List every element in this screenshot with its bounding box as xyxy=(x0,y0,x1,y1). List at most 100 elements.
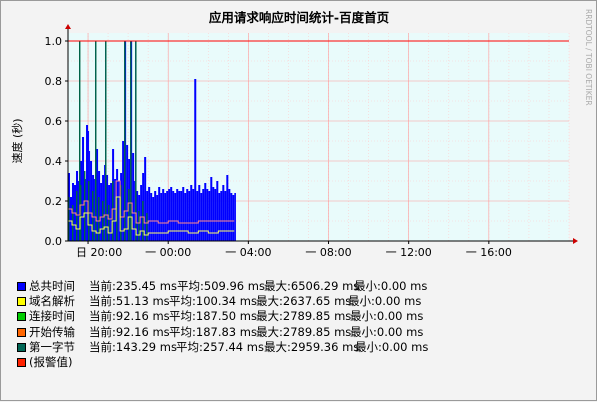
legend-min-value: 最小:0.00 ms xyxy=(350,324,424,339)
total-time-bar xyxy=(89,151,91,241)
total-time-bar xyxy=(152,197,155,241)
legend-swatch xyxy=(17,312,26,322)
total-time-bar xyxy=(166,191,169,241)
total-time-bar xyxy=(136,191,139,241)
first-byte-spike xyxy=(135,41,137,241)
total-time-bar xyxy=(190,185,193,241)
legend-average-value: 平均:509.96 ms xyxy=(177,279,265,293)
total-time-bar xyxy=(170,187,173,241)
total-time-bar xyxy=(214,189,217,241)
total-time-bar xyxy=(70,197,73,241)
total-time-bar xyxy=(180,191,183,241)
legend-average-value: 平均:257.44 ms xyxy=(176,339,264,354)
y-tick-label: 0.4 xyxy=(45,155,63,168)
legend-row: (报警值) xyxy=(17,355,577,370)
total-time-bar xyxy=(150,193,153,241)
legend-swatch xyxy=(17,357,26,367)
y-tick-label: 0.0 xyxy=(45,235,63,248)
legend-average-value: 平均:187.83 ms xyxy=(169,324,257,339)
first-byte-spike xyxy=(98,197,100,241)
legend-average-value: 平均:100.34 ms xyxy=(169,294,257,309)
first-byte-spike xyxy=(105,41,107,241)
y-tick-label: 0.2 xyxy=(45,195,63,208)
total-time-bar xyxy=(96,149,99,241)
total-time-bar xyxy=(168,189,171,241)
first-byte-spike xyxy=(120,185,122,241)
legend-max-value: 最大:2789.85 ms xyxy=(256,324,352,339)
legend-swatch xyxy=(17,297,26,307)
total-time-bar xyxy=(228,189,231,241)
legend-average-value: 平均:187.50 ms xyxy=(169,309,257,324)
total-time-bar xyxy=(226,175,229,241)
total-time-bar xyxy=(162,189,165,241)
first-byte-spike xyxy=(128,189,130,241)
first-byte-spike xyxy=(112,181,114,241)
total-time-bar xyxy=(234,193,236,241)
total-time-bar xyxy=(230,193,233,241)
first-byte-spike xyxy=(108,205,110,241)
total-time-bar xyxy=(178,191,181,241)
legend-series-name: 域名解析 xyxy=(29,294,75,309)
total-time-bar xyxy=(232,195,235,241)
legend-min-value: 最小:0.00 ms xyxy=(354,279,428,293)
legend-max-value: 最大:2959.36 ms xyxy=(264,339,360,354)
total-time-bar xyxy=(126,145,129,241)
first-byte-spike xyxy=(76,191,78,241)
y-axis-arrow xyxy=(65,24,71,29)
total-time-bar xyxy=(104,165,106,241)
first-byte-spike xyxy=(80,185,82,241)
total-time-bar xyxy=(86,125,89,241)
plot-area: 0.0 0.2 0.4 0.6 0.8 1.0 日 20:00 一 00:00 一 04:00 一… xyxy=(45,24,578,259)
total-time-bar xyxy=(158,187,161,241)
total-time-bar xyxy=(218,193,221,241)
total-time-bar xyxy=(206,189,209,241)
total-time-bar xyxy=(154,191,157,241)
legend-max-value: 最大:2637.65 ms xyxy=(256,294,352,309)
total-time-bar xyxy=(114,179,117,241)
total-time-bar xyxy=(156,195,159,241)
start-transfer-line xyxy=(68,180,235,224)
first-byte-spike xyxy=(130,41,132,241)
legend-series-name: 总共时间 xyxy=(29,279,75,293)
total-time-bar xyxy=(182,187,185,241)
total-time-bar xyxy=(140,185,143,241)
legend-swatch xyxy=(17,342,26,352)
legend-series-name: (报警值) xyxy=(29,354,73,369)
first-byte-spike xyxy=(142,201,144,241)
legend-series-name: 第一字节 xyxy=(29,339,75,354)
first-byte-spike xyxy=(102,201,104,241)
legend-current-value: 当前:143.29 ms xyxy=(89,339,177,354)
first-byte-spike xyxy=(84,171,86,241)
legend-current-value: 当前:235.45 ms xyxy=(89,279,177,293)
legend-row: 域名解析 当前:51.13 ms 平均:100.34 ms 最大:2637.65 ms… xyxy=(17,294,577,309)
legend-swatch xyxy=(17,327,26,337)
total-time-bar xyxy=(184,193,187,241)
y-tick-label: 0.8 xyxy=(45,75,63,88)
first-byte-spike xyxy=(138,211,140,241)
legend-row: 连接时间 当前:92.16 ms 平均:187.50 ms 最大:2789.85 ms… xyxy=(17,309,577,324)
first-byte-spike xyxy=(116,197,118,241)
total-time-bar xyxy=(202,189,205,241)
total-time-bar xyxy=(132,153,135,241)
x-axis-arrow xyxy=(573,238,578,244)
total-time-bar xyxy=(174,193,177,241)
total-time-bar xyxy=(222,185,225,241)
total-time-bar xyxy=(204,183,207,241)
legend: 总共时间 当前:235.45 ms 平均:509.96 ms 最大:6506.29 m… xyxy=(17,279,577,370)
total-time-bar xyxy=(148,187,151,241)
total-time-bar xyxy=(172,191,175,241)
legend-row: 总共时间 当前:235.45 ms 平均:509.96 ms 最大:6506.29 m… xyxy=(17,279,577,294)
total-time-bar xyxy=(210,177,213,241)
first-byte-spike xyxy=(72,205,74,241)
legend-series-name: 连接时间 xyxy=(29,309,75,324)
total-time-bar xyxy=(176,189,179,241)
x-tick-label: 一 12:00 xyxy=(386,246,432,259)
legend-current-value: 当前:92.16 ms xyxy=(89,309,170,324)
legend-current-value: 当前:51.13 ms xyxy=(89,294,170,309)
total-time-bar xyxy=(164,193,167,241)
legend-min-value: 最小:0.00 ms xyxy=(355,339,429,354)
total-time-bar xyxy=(94,179,96,241)
first-byte-spike xyxy=(95,41,97,241)
legend-current-value: 当前:92.16 ms xyxy=(89,324,170,339)
